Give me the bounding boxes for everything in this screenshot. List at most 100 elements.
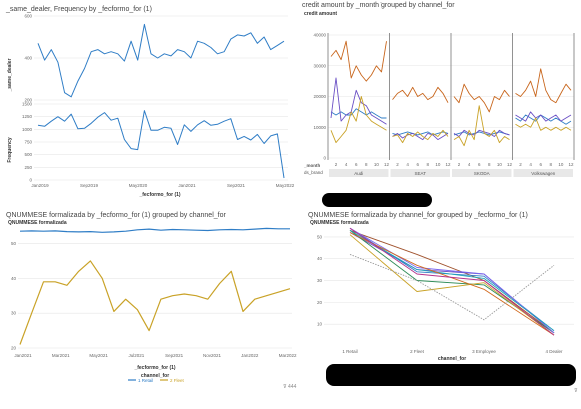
qnummese-by-date-chart: 50 40 30 20 Jan2021 Mar2021 May2021 Jul2021 Sep2…: [11, 227, 297, 383]
panel-title: credit amount by _month grouped by chann…: [302, 2, 455, 9]
x-tick-label: Jan2022: [241, 353, 259, 358]
panel-footer: ⊽ 444: [283, 384, 297, 390]
legend-label-fleet: 2 Fleet: [170, 378, 185, 383]
facet-label-volkswagen: Volkswagen: [531, 171, 556, 176]
panel-qnummese-by-date: QNUMMESE formalizada by _fecformo_for (1…: [0, 206, 300, 409]
x-axis-label: _fecformo_for (1): [133, 365, 175, 371]
month-tick-label: 2: [519, 162, 522, 167]
legend-item-fleet[interactable]: 2 Fleet: [160, 378, 185, 383]
series-line-channel-1: [453, 83, 510, 113]
series-line-channel-3: [515, 111, 572, 122]
x-tick-label: Mar2021: [52, 353, 70, 358]
redacted-legend: [326, 364, 576, 386]
series-line-9: [349, 253, 555, 321]
month-tick-label: 12: [445, 162, 451, 167]
y-tick-label: 40: [11, 276, 17, 281]
x-tick-label: Sep2019: [80, 183, 99, 188]
panel-title: QNUMMESE formalizada by channel_for grou…: [308, 212, 528, 219]
y-tick-label: 50: [317, 234, 323, 239]
month-tick-label: 2: [335, 162, 338, 167]
row-label-month: _month: [303, 163, 321, 168]
series-line-channel-1: [392, 86, 449, 103]
x-tick-label: Jan2021: [178, 183, 196, 188]
panel-subtitle: QNUMMESE formalizada: [8, 220, 67, 226]
y-tick-label: 200: [24, 98, 32, 103]
series-line-fleet: [19, 260, 291, 345]
series-line-retail: [19, 227, 290, 233]
x-tick-label: Mar2022: [279, 353, 297, 358]
facet-label-seat: SEAT: [415, 171, 427, 176]
panel-title: QNUMMESE formalizada by _fecformo_for (1…: [6, 212, 226, 219]
panel-title: _same_dealer, Frequency by _fecformo_for…: [6, 6, 152, 13]
series-line-channel-2: [453, 131, 510, 136]
month-tick-label: 10: [374, 162, 380, 167]
facet-label-skoda: SKODA: [474, 171, 490, 176]
month-tick-label: 6: [478, 162, 481, 167]
y-axis-label-frequency: Frequency: [7, 137, 13, 163]
y-tick-label: 20000: [313, 94, 326, 99]
month-tick-label: 4: [406, 162, 409, 167]
legend-item-retail[interactable]: 1 Retail: [128, 378, 153, 383]
x-axis-label: _fecformo_for (1): [138, 192, 180, 198]
legend-title: channel_for: [141, 373, 169, 379]
facet-header: [452, 169, 512, 177]
series-line-7: [349, 230, 555, 332]
panel-footer: ⊽: [574, 388, 578, 394]
y-tick-label: 600: [24, 14, 32, 19]
y-tick-label: 30: [11, 311, 17, 316]
y-tick-label: 20: [317, 300, 323, 305]
y-tick-label: 10000: [313, 125, 326, 130]
y-tick-label: 10: [317, 322, 323, 327]
panel-qnummese-by-channel: QNUMMESE formalizada by channel_for grou…: [304, 206, 581, 409]
top-mark: -: [380, 0, 382, 6]
y-tick-label: 750: [24, 140, 32, 145]
x-tick-label: May2020: [129, 183, 148, 188]
month-tick-label: 4: [529, 162, 532, 167]
y-tick-label: 30000: [313, 63, 326, 68]
month-tick-label: 12: [507, 162, 513, 167]
y-tick-label: 1000: [22, 127, 33, 132]
series-line-channel-4: [392, 129, 449, 144]
redacted-block: [322, 193, 432, 207]
x-tick-label: May2021: [89, 353, 108, 358]
facet-label-audi: Audi: [354, 171, 363, 176]
y-tick-label: 400: [24, 56, 32, 61]
x-tick-label: 2 Fleet: [410, 349, 425, 354]
x-tick-label: Nov2021: [203, 353, 222, 358]
x-axis-label: channel_for: [438, 356, 466, 362]
x-tick-label: 1 Retail: [342, 349, 357, 354]
y-tick-label: 1250: [22, 114, 33, 119]
series-line-channel-4: [330, 96, 387, 144]
x-tick-label: Sep2021: [227, 183, 246, 188]
month-tick-label: 2: [396, 162, 399, 167]
y-tick-label: 1500: [22, 102, 33, 107]
series-line-8: [349, 232, 555, 336]
month-tick-label: 10: [497, 162, 503, 167]
y-tick-label: 0: [29, 178, 32, 183]
x-tick-label: Jul2021: [129, 353, 145, 358]
month-tick-label: 8: [488, 162, 491, 167]
month-tick-label: 12: [384, 162, 390, 167]
y-tick-label: 50: [11, 241, 17, 246]
facet-header: [329, 169, 389, 177]
month-tick-label: 2: [458, 162, 461, 167]
x-tick-label: Jan2021: [14, 353, 32, 358]
series-line-6: [349, 227, 555, 334]
month-tick-label: 6: [416, 162, 419, 167]
month-tick-label: 10: [558, 162, 564, 167]
y-tick-label: 40: [317, 256, 323, 261]
facet-header: [513, 169, 573, 177]
y-tick-label: 0: [323, 156, 326, 161]
month-tick-label: 10: [435, 162, 441, 167]
y-tick-label: 30: [317, 278, 323, 283]
series-line-channel-3: [392, 132, 449, 141]
y-tick-label: 250: [24, 165, 32, 170]
panel-subtitle: QNUMMESE formalizada: [310, 220, 369, 226]
series-line-frequency: [37, 110, 285, 179]
credit-amount-chart: 40000 30000 20000 10000 0 2 4 6 8 10 12 2 4 6 8 10 12 2 4 6…: [303, 33, 575, 177]
y-tick-label: 20: [11, 346, 17, 351]
series-line-channel-1: [330, 40, 387, 82]
x-tick-label: May2022: [276, 183, 295, 188]
series-line-channel-4: [515, 117, 572, 131]
